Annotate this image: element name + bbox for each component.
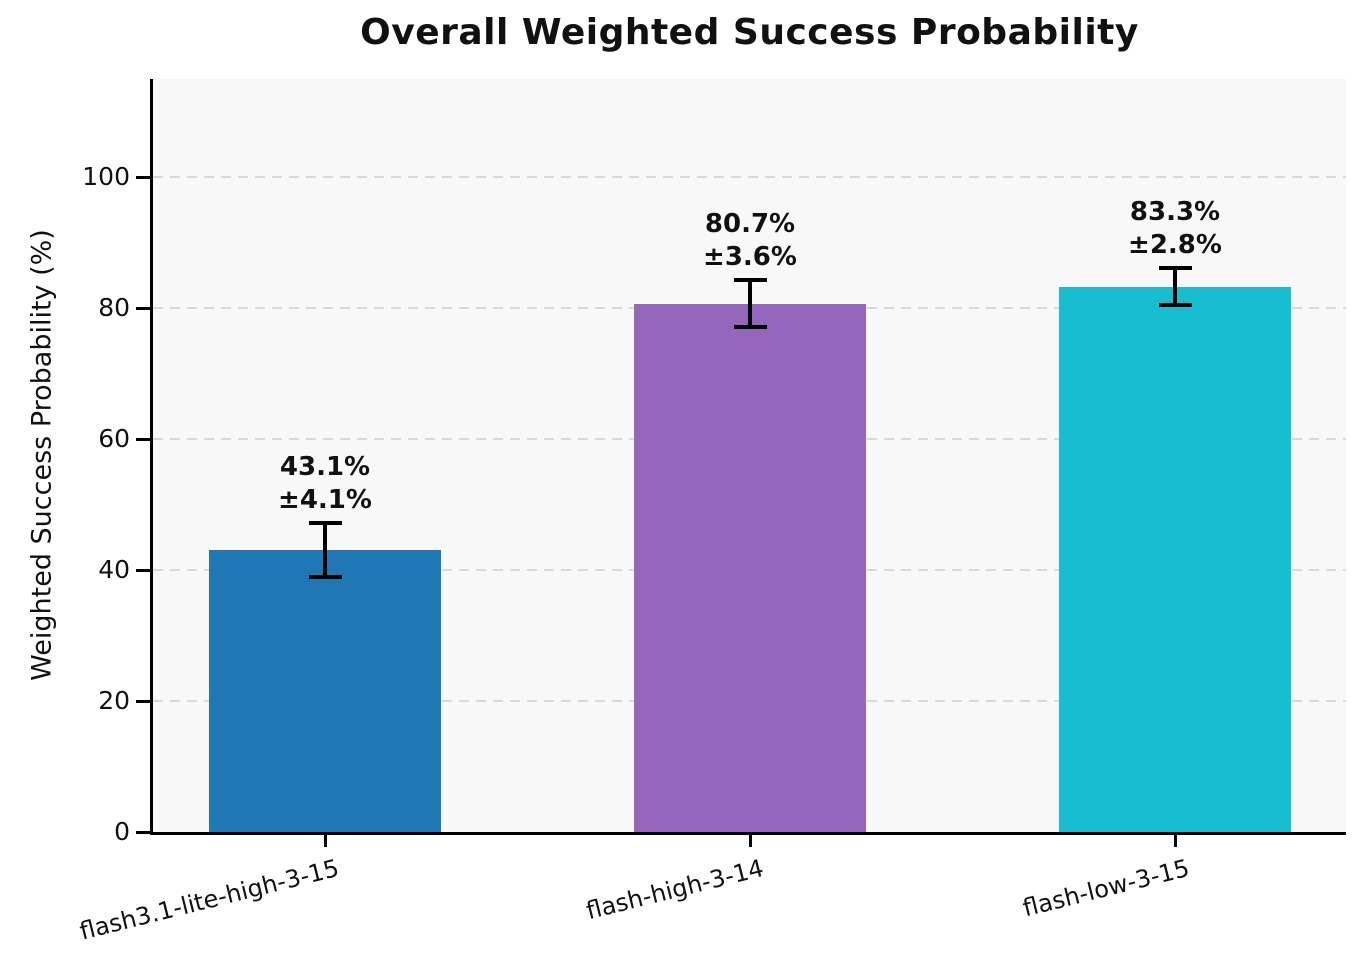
bar-value-error: ±4.1% — [278, 484, 372, 515]
bar-value-percent: 43.1% — [279, 451, 371, 482]
bar-flash-low-3-15 — [1059, 286, 1291, 832]
y-tick-label: 80 — [98, 293, 130, 323]
error-bar-cap-bottom — [734, 325, 767, 330]
y-tick-label: 20 — [98, 686, 130, 716]
y-tick-mark — [136, 176, 150, 180]
x-tick-mark — [1174, 835, 1177, 847]
error-bar-cap-top — [309, 520, 342, 525]
chart-title: Overall Weighted Success Probability — [360, 12, 1139, 53]
x-tick-mark — [324, 835, 327, 847]
bar-value-label: 80.7% ±3.6% — [600, 208, 900, 274]
bar-value-error: ±2.8% — [1128, 230, 1222, 261]
bar-value-error: ±3.6% — [703, 242, 797, 273]
error-bar-line — [323, 522, 327, 577]
y-tick-mark — [136, 569, 150, 573]
y-tick-mark — [136, 700, 150, 704]
x-tick-mark — [749, 835, 752, 847]
y-gridline — [153, 176, 1346, 179]
error-bar-cap-top — [1159, 266, 1192, 271]
bar-flash-high-3-14 — [634, 303, 866, 832]
y-tick-label: 60 — [98, 424, 130, 454]
y-tick-mark — [136, 307, 150, 311]
x-tick-label-0: flash3.1-lite-high-3-15 — [76, 854, 342, 946]
y-tick-mark — [136, 438, 150, 442]
bar-value-percent: 80.7% — [704, 209, 796, 240]
bar-value-percent: 83.3% — [1129, 197, 1221, 228]
error-bar-line — [1173, 268, 1177, 305]
y-tick-label: 0 — [114, 817, 130, 846]
y-tick-label: 100 — [82, 162, 130, 192]
y-tick-label: 40 — [98, 555, 130, 585]
y-tick-mark — [136, 831, 150, 834]
bar-flash3.1-lite-high-3-15 — [209, 549, 441, 832]
x-tick-label-1: flash-high-3-14 — [583, 854, 767, 926]
error-bar-cap-bottom — [1159, 302, 1192, 307]
error-bar-cap-top — [734, 278, 767, 283]
error-bar-cap-bottom — [309, 574, 342, 579]
x-tick-label-2: flash-low-3-15 — [1019, 854, 1192, 923]
error-bar-line — [748, 280, 752, 328]
bar-value-label: 43.1% ±4.1% — [175, 451, 475, 517]
bar-value-label: 83.3% ±2.8% — [1025, 196, 1325, 262]
